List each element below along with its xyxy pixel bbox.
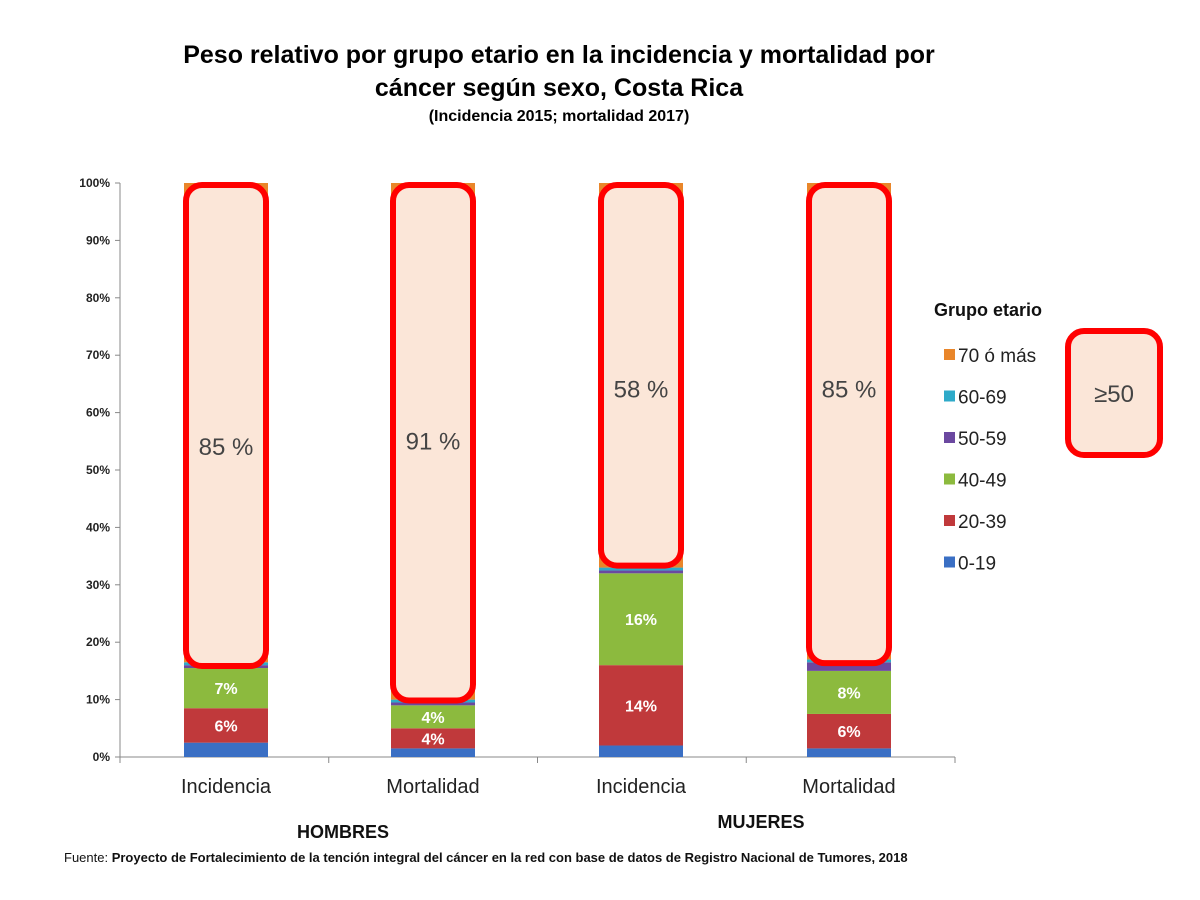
x-category-label: Incidencia bbox=[596, 776, 687, 798]
bar-segment bbox=[391, 702, 475, 706]
data-label: 8% bbox=[837, 685, 860, 702]
legend-item: 50-59 bbox=[958, 429, 1007, 450]
highlight-label: 85 % bbox=[822, 377, 877, 404]
y-tick-label: 10% bbox=[86, 693, 110, 707]
legend-swatch bbox=[944, 515, 955, 526]
legend-swatch bbox=[944, 432, 955, 443]
group-label: HOMBRES bbox=[297, 822, 389, 842]
y-tick-label: 0% bbox=[93, 750, 111, 764]
x-category-label: Mortalidad bbox=[802, 776, 895, 798]
y-tick-label: 100% bbox=[79, 176, 110, 190]
bar-segment bbox=[184, 668, 268, 709]
y-tick-label: 70% bbox=[86, 348, 110, 362]
chart-title: Peso relativo por grupo etario en la inc… bbox=[183, 41, 935, 69]
legend-item: 0-19 bbox=[958, 554, 996, 575]
data-label: 6% bbox=[837, 724, 860, 741]
bar-segment bbox=[807, 670, 891, 714]
x-category-label: Incidencia bbox=[181, 776, 272, 798]
source-prefix: Fuente: bbox=[64, 850, 112, 865]
highlight-box bbox=[806, 182, 892, 667]
bar-segment bbox=[599, 665, 683, 746]
y-tick-label: 20% bbox=[86, 635, 110, 649]
bar-segment bbox=[599, 567, 683, 571]
bar-segment bbox=[807, 713, 891, 749]
y-tick-label: 30% bbox=[86, 578, 110, 592]
x-category-label: Mortalidad bbox=[386, 776, 479, 798]
highlight-label: 58 % bbox=[614, 377, 669, 404]
bar-segment bbox=[184, 708, 268, 743]
data-label: 14% bbox=[625, 698, 657, 715]
y-tick-label: 80% bbox=[86, 291, 110, 305]
bar-segment bbox=[599, 573, 683, 666]
legend-item: 70 ó más bbox=[958, 346, 1036, 367]
group-label: MUJERES bbox=[717, 812, 804, 832]
y-tick-label: 90% bbox=[86, 233, 110, 247]
bar-segment bbox=[391, 705, 475, 729]
highlight-legend-label: ≥50 bbox=[1094, 381, 1134, 408]
legend-swatch bbox=[944, 473, 955, 485]
bar-segment bbox=[391, 728, 475, 749]
data-label: 4% bbox=[421, 710, 444, 727]
highlight-label: 85 % bbox=[199, 434, 254, 461]
bar-segment bbox=[391, 748, 475, 757]
legend-item: 40-49 bbox=[958, 471, 1007, 492]
data-label: 6% bbox=[214, 718, 237, 735]
y-tick-label: 50% bbox=[86, 463, 110, 477]
data-label: 16% bbox=[625, 612, 657, 629]
legend-swatch bbox=[944, 390, 955, 402]
legend-item: 60-69 bbox=[958, 388, 1007, 409]
data-label: 7% bbox=[214, 681, 237, 698]
source-note: Fuente: Proyecto de Fortalecimiento de l… bbox=[64, 850, 908, 865]
legend-swatch bbox=[944, 349, 955, 360]
legend-title: Grupo etario bbox=[934, 300, 1042, 320]
data-label: 4% bbox=[421, 731, 444, 748]
chart-title-line2: cáncer según sexo, Costa Rica bbox=[374, 74, 744, 102]
bar-segment bbox=[599, 745, 683, 757]
bar-segment bbox=[807, 748, 891, 757]
bar-segment bbox=[599, 570, 683, 574]
chart-subtitle: (Incidencia 2015; mortalidad 2017) bbox=[428, 108, 690, 125]
legend-item: 20-39 bbox=[958, 512, 1007, 533]
bar-segment bbox=[807, 662, 891, 671]
highlight-box bbox=[183, 182, 269, 670]
highlight-label: 91 % bbox=[406, 428, 461, 455]
highlight-legend-box bbox=[1065, 328, 1163, 458]
legend-swatch bbox=[944, 556, 955, 568]
highlight-box bbox=[598, 182, 684, 569]
y-tick-label: 60% bbox=[86, 406, 110, 420]
bar-segment bbox=[184, 742, 268, 757]
y-tick-label: 40% bbox=[86, 520, 110, 534]
highlight-box bbox=[390, 182, 476, 704]
source-text: Proyecto de Fortalecimiento de la tenció… bbox=[111, 850, 908, 865]
